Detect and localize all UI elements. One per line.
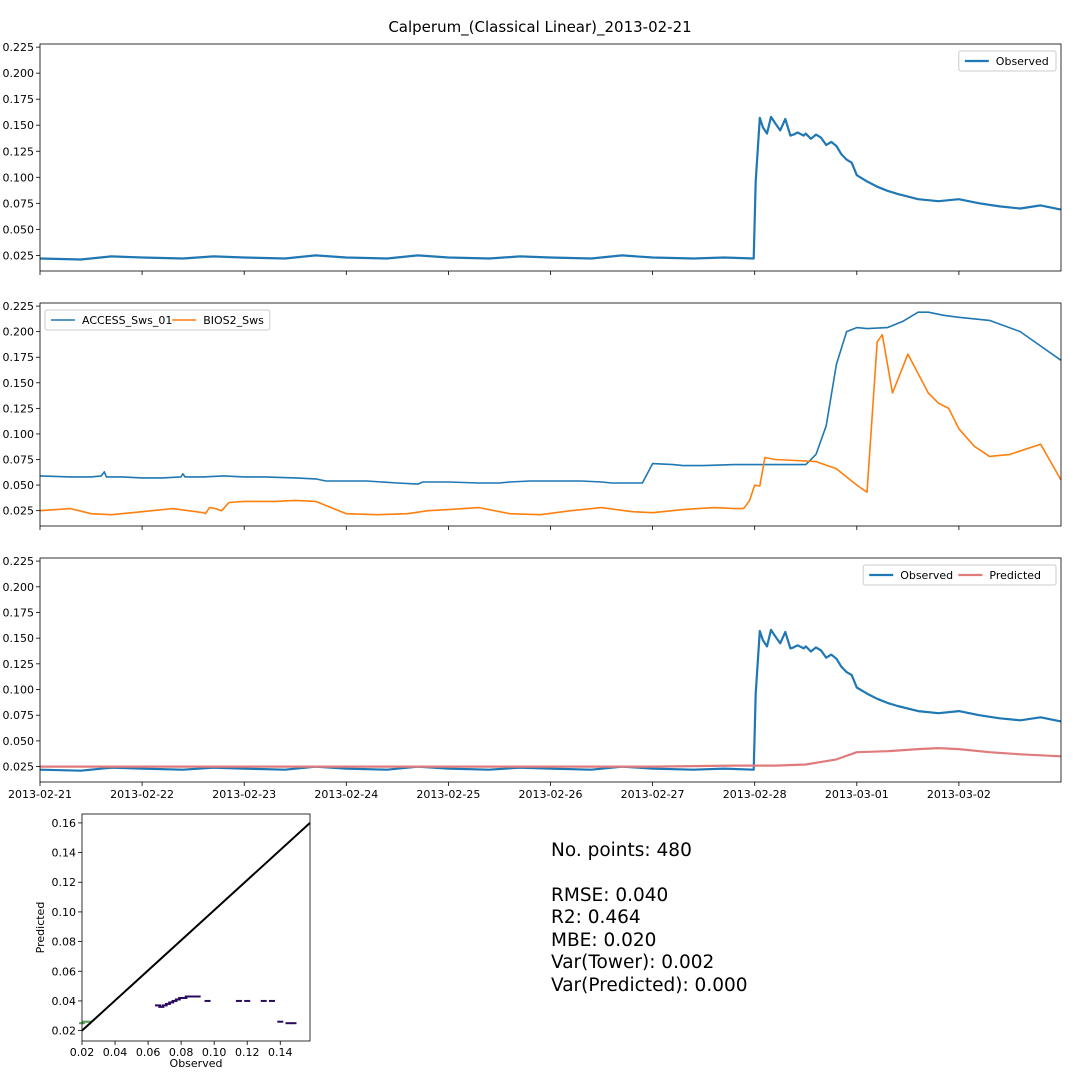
y-tick-label: 0.100 [3, 171, 35, 184]
series-line-Observed [39, 628, 1062, 772]
stat-rmse: RMSE: 0.040 [551, 884, 669, 906]
legend-label: BIOS2_Sws [203, 314, 264, 327]
y-tick-label: 0.050 [3, 479, 35, 492]
stat-n-points: No. points: 480 [551, 840, 692, 861]
y-tick-label: 0.175 [3, 351, 35, 364]
y-tick-label: 0.025 [3, 505, 35, 518]
x-tick-label: 2013-02-28 [723, 788, 787, 801]
y-tick-label: 0.225 [3, 41, 35, 54]
y-tick-label: 0.025 [3, 249, 35, 262]
panel-observed-vs-predicted: 0.025 0.050 0.075 0.100 0.125 0.150 0.175 0.200… [3, 555, 1062, 801]
y-tick-label: 0.075 [3, 197, 35, 210]
y-tick-label: 0.175 [3, 606, 35, 619]
y-tick-label: 0.100 [3, 684, 35, 697]
y-tick-label: 0.02 [52, 1025, 77, 1038]
y-tick-label: 0.175 [3, 93, 35, 106]
y-tick-label: 0.125 [3, 658, 35, 671]
y-tick-label: 0.06 [52, 965, 77, 978]
y-tick-label: 0.10 [52, 906, 77, 919]
x-tick-label: 2013-02-27 [621, 788, 685, 801]
y-tick-label: 0.200 [3, 67, 35, 80]
series-line-BIOS2_Sws [39, 333, 1062, 516]
axes-frame [39, 302, 1062, 527]
axes-frame [39, 43, 1062, 272]
series-line-Observed [39, 115, 1062, 261]
legend-box [958, 50, 1057, 72]
y-tick-label: 0.16 [52, 817, 77, 830]
panel-observed: 0.025 0.050 0.075 0.100 0.125 0.150 0.175 0.200… [3, 41, 1062, 275]
series-line-ACCESS_Sws_01 [39, 311, 1062, 485]
series-line-Predicted [40, 746, 1062, 768]
x-tick-label: 0.10 [202, 1046, 227, 1059]
legend-label: ACCESS_Sws_01 [82, 314, 172, 327]
stat-r2: R2: 0.464 [551, 907, 641, 929]
x-tick-label: 0.12 [235, 1046, 260, 1059]
x-axis-label: Observed [170, 1057, 223, 1070]
figure-title: Calperum_(Classical Linear)_2013-02-21 [388, 18, 692, 36]
legend-label: Observed [996, 55, 1049, 68]
stats-block: No. points: 480 RMSE: 0.040 R2: 0.464 MB… [551, 840, 748, 998]
y-tick-label: 0.08 [52, 936, 77, 949]
x-tick-label: 2013-02-24 [314, 788, 378, 801]
stats-spacer [551, 863, 748, 885]
legend-label: Observed [900, 569, 953, 582]
stat-var-tower: Var(Tower): 0.002 [551, 952, 715, 974]
x-tick-label: 2013-02-22 [110, 788, 174, 801]
x-tick-label: 2013-02-26 [519, 788, 583, 801]
y-tick-label: 0.150 [3, 119, 35, 132]
x-tick-label: 2013-03-02 [927, 788, 991, 801]
y-tick-label: 0.050 [3, 735, 35, 748]
x-tick-label: 2013-02-25 [416, 788, 480, 801]
stat-mbe: MBE: 0.020 [551, 929, 657, 951]
y-tick-label: 0.200 [3, 326, 35, 339]
y-tick-label: 0.150 [3, 377, 35, 390]
y-axis-label: Predicted [34, 902, 47, 954]
panel-scatter: 0.02 0.04 0.06 0.08 0.10 0.12 0.14 0.16 0.02 0.04… [34, 813, 311, 1070]
x-tick-label: 2013-02-21 [8, 788, 72, 801]
y-tick-label: 0.225 [3, 300, 35, 313]
y-tick-label: 0.075 [3, 454, 35, 467]
y-tick-label: 0.125 [3, 145, 35, 158]
y-tick-label: 0.075 [3, 709, 35, 722]
legend-label: Predicted [989, 569, 1041, 582]
y-tick-label: 0.050 [3, 223, 35, 236]
x-tick-label: 0.08 [169, 1046, 194, 1059]
y-tick-label: 0.225 [3, 555, 35, 568]
x-tick-label: 0.02 [70, 1046, 95, 1059]
x-tick-label: 2013-02-23 [212, 788, 276, 801]
legend-box [44, 309, 271, 331]
one-to-one-line [81, 822, 311, 1032]
x-tick-label: 0.14 [268, 1046, 293, 1059]
panel-model-inputs: 0.025 0.050 0.075 0.100 0.125 0.150 0.175 0.200… [3, 300, 1062, 530]
x-tick-label: 0.04 [103, 1046, 128, 1059]
y-tick-label: 0.200 [3, 581, 35, 594]
y-tick-label: 0.04 [52, 995, 77, 1008]
y-tick-label: 0.025 [3, 761, 35, 774]
y-tick-label: 0.125 [3, 402, 35, 415]
axes-frame [81, 813, 311, 1042]
y-tick-label: 0.12 [52, 876, 77, 889]
y-tick-label: 0.100 [3, 428, 35, 441]
stat-var-predicted: Var(Predicted): 0.000 [551, 974, 748, 996]
x-tick-label: 2013-03-01 [825, 788, 889, 801]
y-tick-label: 0.14 [52, 847, 77, 860]
x-tick-label: 0.06 [136, 1046, 161, 1059]
y-tick-label: 0.150 [3, 632, 35, 645]
axes-frame [39, 557, 1062, 783]
